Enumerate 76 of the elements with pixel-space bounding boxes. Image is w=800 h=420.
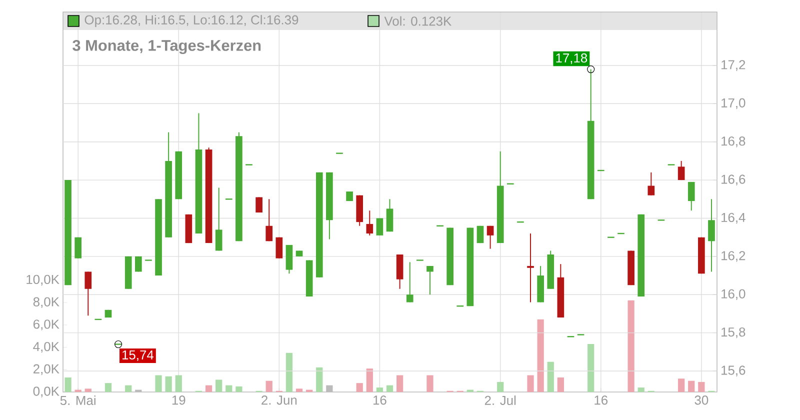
x-tick-label: 16 [373, 396, 386, 405]
bar [356, 383, 363, 392]
y-tick-label: 17,0 [722, 98, 746, 110]
y2-tick-label: 10,0K [26, 274, 60, 286]
y-tick-label: 16,2 [722, 251, 746, 262]
x-tick-label: 19 [172, 396, 186, 405]
bar [547, 362, 554, 392]
bar [588, 344, 594, 392]
candlestick [386, 198, 394, 232]
bar [376, 388, 384, 392]
bar [216, 380, 222, 392]
y2-tick-label: 0,0K [33, 386, 60, 398]
y-tick-label: 15,6 [722, 366, 746, 376]
annotation: 17,18 [556, 53, 588, 64]
bar [698, 382, 705, 392]
bar [175, 375, 182, 392]
bar [557, 377, 564, 392]
y2-tick-label: 6,0K [33, 320, 60, 330]
candlestick [678, 160, 685, 181]
y-tick-label: 16,8 [722, 136, 746, 148]
y-tick-label: 17,2 [722, 60, 746, 71]
candlestick [648, 172, 655, 196]
candlestick [406, 262, 414, 303]
bar [688, 380, 695, 392]
bar [266, 380, 272, 392]
candlestick [74, 236, 82, 259]
x-tick-label: 5. Mai [60, 396, 96, 406]
bar [236, 386, 242, 392]
bar [537, 319, 544, 392]
x-tick-label: 16 [594, 396, 608, 405]
bar [64, 377, 72, 392]
x-tick-label: 30 [694, 396, 708, 405]
bar [226, 385, 232, 392]
x-tick-label: 2. Jul [484, 396, 516, 406]
bar [638, 388, 644, 392]
bar [125, 385, 132, 392]
bar [678, 378, 685, 392]
text: 3 Monate, 1-Tages-Kerzen [72, 40, 261, 54]
y-tick-label: 16,4 [722, 212, 746, 224]
bar [286, 352, 293, 392]
candlestick [366, 210, 374, 236]
candlestick [376, 218, 384, 236]
bar [84, 388, 92, 392]
bar [155, 375, 162, 392]
bar [497, 382, 504, 392]
y-tick-label: 15,8 [722, 327, 746, 338]
bar [316, 367, 323, 392]
candlestick [215, 187, 222, 252]
bar [104, 383, 112, 392]
candlestick [256, 196, 262, 213]
candlestick [486, 225, 494, 250]
bar [296, 388, 303, 392]
bar [527, 375, 534, 392]
candlestick [276, 236, 283, 259]
bar [426, 375, 434, 392]
bar [205, 385, 212, 392]
candlestick [84, 271, 92, 316]
candlestick [266, 198, 273, 242]
y2-tick-label: 8,0K [33, 297, 60, 308]
x-tick-label: 2. Jun [262, 396, 297, 405]
bar [628, 300, 634, 392]
y-tick-label: 16,6 [722, 174, 746, 186]
candlestick [708, 198, 715, 272]
legend-label: Op:16.28, Hi:16.5, Lo:16.12, Cl:16.39 [84, 14, 298, 28]
candlestick [688, 181, 695, 212]
bar [366, 368, 373, 392]
bar [396, 375, 404, 392]
candlestick [527, 233, 534, 303]
bar [386, 385, 394, 392]
candlestick [426, 265, 434, 296]
legend-label: Vol: 0.123K [384, 16, 452, 26]
y2-tick-label: 2,0K [33, 364, 60, 375]
annotation: 15,74 [122, 350, 154, 362]
y2-tick-label: 4,0K [33, 342, 60, 353]
y-tick-label: 16,0 [722, 289, 746, 300]
bar [165, 376, 172, 392]
